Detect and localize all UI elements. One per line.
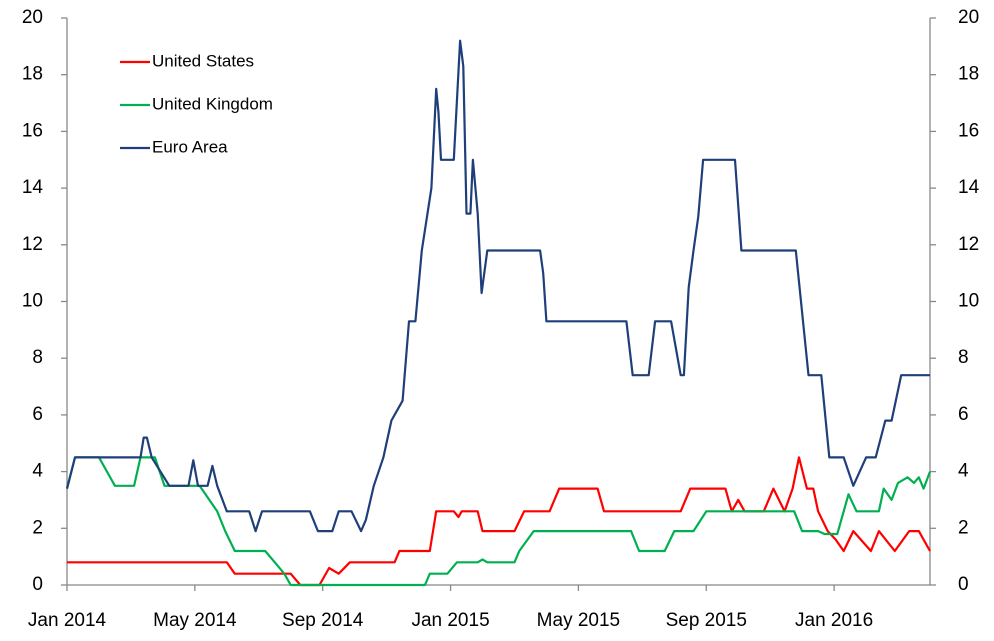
x-tick-label: May 2015 xyxy=(537,610,620,631)
y2-tick-label: 0 xyxy=(958,574,969,595)
x-tick-label: Jan 2016 xyxy=(795,610,873,631)
y2-tick-label: 12 xyxy=(958,234,979,255)
y2-tick-label: 20 xyxy=(958,7,979,28)
y-tick-label: 16 xyxy=(22,120,43,141)
y-tick-label: 10 xyxy=(22,291,43,312)
y2-tick-label: 2 xyxy=(958,517,969,538)
y-tick-label: 14 xyxy=(22,177,44,198)
x-tick-label: Sep 2014 xyxy=(282,610,364,631)
y-tick-label: 20 xyxy=(22,7,43,28)
y-tick-label: 0 xyxy=(32,574,43,595)
x-tick-label: May 2014 xyxy=(153,610,237,631)
y-tick-label: 2 xyxy=(32,517,43,538)
y2-tick-label: 8 xyxy=(958,347,969,368)
series-line xyxy=(65,39,930,533)
y2-tick-label: 16 xyxy=(958,120,979,141)
y2-tick-label: 14 xyxy=(958,177,980,198)
y2-tick-label: 4 xyxy=(958,461,969,482)
legend-label: Euro Area xyxy=(152,137,228,156)
y2-tick-label: 18 xyxy=(958,64,979,85)
y-tick-label: 12 xyxy=(22,234,43,255)
legend-label: United States xyxy=(152,51,254,70)
y-tick-label: 18 xyxy=(22,64,43,85)
legend-label: United Kingdom xyxy=(152,94,273,113)
y-tick-label: 8 xyxy=(32,347,43,368)
x-tick-label: Sep 2015 xyxy=(666,610,747,631)
y2-tick-label: 10 xyxy=(958,291,979,312)
y-tick-label: 6 xyxy=(32,404,43,425)
y2-tick-label: 6 xyxy=(958,404,969,425)
x-tick-label: Jan 2015 xyxy=(411,610,489,631)
series-line xyxy=(67,456,931,587)
y-tick-label: 4 xyxy=(32,461,43,482)
x-tick-label: Jan 2014 xyxy=(28,610,107,631)
